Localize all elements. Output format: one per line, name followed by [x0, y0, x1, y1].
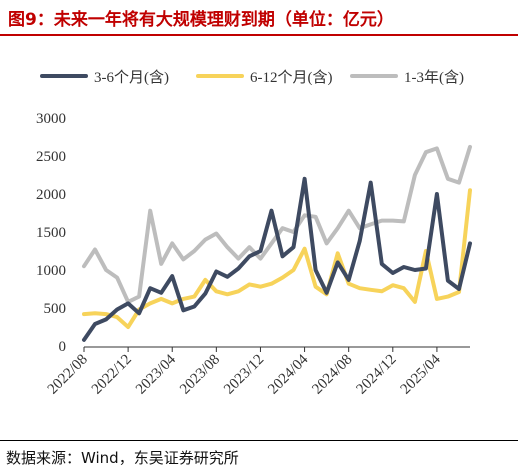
x-tick-label: 2023/04 — [133, 351, 179, 397]
y-tick-label: 1500 — [36, 225, 66, 241]
legend-label: 1-3年(含) — [404, 69, 464, 86]
x-tick-label: 2022/12 — [89, 352, 135, 398]
x-tick-label: 2024/04 — [265, 351, 311, 397]
x-axis: 2022/082022/122023/042023/082023/122024/… — [45, 346, 470, 398]
x-tick-label: 2024/12 — [354, 352, 400, 398]
y-tick-label: 1000 — [36, 263, 66, 279]
x-tick-label: 2024/08 — [309, 352, 355, 398]
x-tick-label: 2023/08 — [177, 352, 223, 398]
title-bar: 图9：未来一年将有大规模理财到期（单位：亿元） — [0, 0, 518, 36]
y-tick-label: 500 — [44, 301, 67, 317]
source-divider — [0, 440, 518, 441]
legend-label: 6-12个月(含) — [250, 69, 333, 86]
chart-title: 图9：未来一年将有大规模理财到期（单位：亿元） — [8, 10, 394, 30]
legend-label: 3-6个月(含) — [94, 69, 169, 86]
source-note: 数据来源：Wind，东吴证券研究所 — [6, 449, 239, 467]
series-lines — [82, 144, 472, 342]
y-tick-label: 2500 — [36, 149, 66, 165]
series-line-0 — [82, 176, 472, 342]
y-tick-label: 0 — [59, 339, 67, 355]
series-line-1 — [82, 188, 472, 329]
x-tick-label: 2023/12 — [221, 352, 267, 398]
y-tick-label: 2000 — [36, 187, 66, 203]
line-chart: 3-6个月(含) 6-12个月(含) 1-3年(含) 0 500 1000 1500 200… — [36, 69, 472, 398]
x-tick-label: 2022/08 — [45, 352, 91, 398]
y-axis: 0 500 1000 1500 2000 2500 3000 — [36, 111, 66, 355]
y-tick-label: 3000 — [36, 111, 66, 127]
x-tick-label: 2025/04 — [398, 351, 444, 397]
legend: 3-6个月(含) 6-12个月(含) 1-3年(含) — [40, 69, 464, 86]
